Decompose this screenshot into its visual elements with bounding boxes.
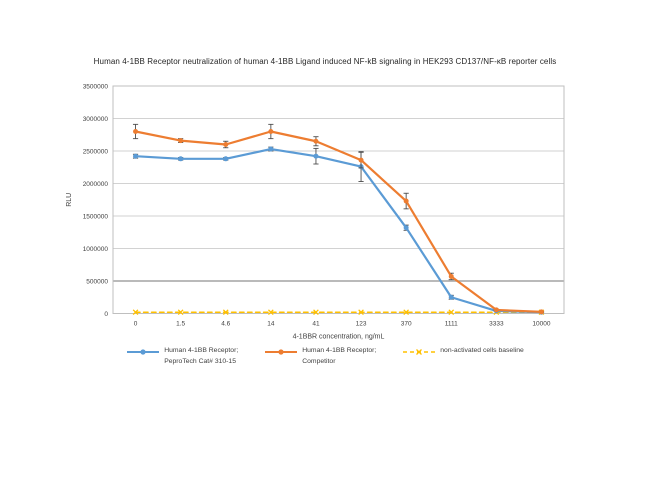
x-tick-label: 123 (356, 321, 367, 328)
data-point-marker-x (403, 309, 410, 316)
series-0 (132, 146, 545, 315)
y-tick-label: 1000000 (83, 246, 109, 253)
chart-title: Human 4-1BB Receptor neutralization of h… (93, 57, 557, 66)
series-0-error-bars (132, 146, 545, 314)
x-tick-label: 1.5 (176, 321, 185, 328)
data-point-marker (178, 156, 184, 162)
data-point-marker (493, 307, 499, 313)
y-tick-label: 0 (104, 311, 108, 318)
chart-legend: Human 4-1BB Receptor; PeproTech Cat# 310-… (0, 346, 650, 368)
y-axis-title: RLU (66, 193, 73, 207)
x-tick-label: 41 (312, 321, 320, 328)
data-point-marker-x (222, 309, 229, 316)
legend-marker (140, 349, 146, 355)
x-tick-label: 1111 (445, 321, 458, 328)
series-1-markers (133, 129, 544, 315)
legend-item-1: Human 4-1BB Receptor; Competitor (264, 346, 376, 368)
data-point-marker (178, 138, 184, 144)
data-point-marker-x (267, 309, 274, 316)
data-point-marker-x (448, 309, 455, 316)
y-tick-label: 2500000 (83, 148, 109, 155)
data-point-marker-x (177, 309, 184, 316)
data-point-marker (133, 129, 139, 134)
series-2 (132, 309, 545, 316)
y-tick-label: 2000000 (83, 181, 109, 188)
x-tick-label: 14 (267, 321, 275, 328)
y-tick-label: 500000 (86, 278, 108, 285)
data-point-marker (403, 225, 409, 231)
legend-marker (416, 349, 423, 355)
x-tick-label: 0 (134, 321, 138, 328)
series-0-line (134, 147, 543, 314)
legend-label: non-activated cells baseline (440, 347, 524, 354)
x-tick-label: 10000 (532, 321, 550, 328)
y-gridlines (113, 85, 564, 314)
data-point-marker (313, 153, 319, 159)
legend-marker-line-icon (265, 349, 298, 355)
data-point-marker (313, 138, 319, 144)
x-tick-label: 3333 (489, 321, 504, 328)
y-tick-labels: 0 500000 1000000 1500000 2000000 2500000 30000… (83, 83, 109, 317)
legend-item-2: non-activated cells baseline (402, 346, 524, 357)
data-point-marker (538, 309, 544, 315)
legend-label: Human 4-1BB Receptor; Competitor (302, 347, 377, 365)
legend-marker-x-icon (403, 349, 436, 355)
legend-item-0: Human 4-1BB Receptor; PeproTech Cat# 310-… (126, 346, 238, 368)
data-point-marker (268, 129, 274, 134)
x-axis-title: 4-1BBR concentration, ng/mL (293, 334, 385, 341)
data-point-marker (448, 273, 454, 279)
x-tick-label: 370 (401, 321, 412, 328)
data-point-marker (223, 156, 229, 162)
data-point-marker-x (313, 309, 319, 316)
data-point-marker (403, 198, 409, 204)
series-1-error-bars (132, 123, 545, 313)
legend-marker (278, 349, 284, 355)
data-point-marker (448, 294, 454, 300)
legend-marker-line-icon (127, 349, 160, 355)
series-0-markers (133, 146, 544, 315)
legend-label: Human 4-1BB Receptor; PeproTech Cat# 310-… (164, 347, 239, 365)
series-1-line (134, 130, 543, 313)
data-point-marker-x (132, 309, 139, 316)
data-point-marker (133, 153, 139, 159)
y-tick-label: 1500000 (83, 213, 109, 220)
data-point-marker-x (358, 309, 364, 316)
x-tick-labels: 0 1.5 4.6 14 41 123 370 1111 3333 10000 (134, 321, 551, 328)
plot-border (112, 85, 565, 314)
x-tick-label: 4.6 (221, 321, 230, 328)
y-tick-label: 3500000 (83, 83, 109, 90)
data-point-marker (268, 146, 274, 152)
y-tick-label: 3000000 (83, 116, 109, 123)
series-1 (132, 123, 545, 315)
data-point-marker (223, 142, 229, 147)
data-point-marker (358, 157, 364, 163)
line-chart: 0 500000 1000000 1500000 2000000 2500000 30000… (66, 83, 565, 341)
